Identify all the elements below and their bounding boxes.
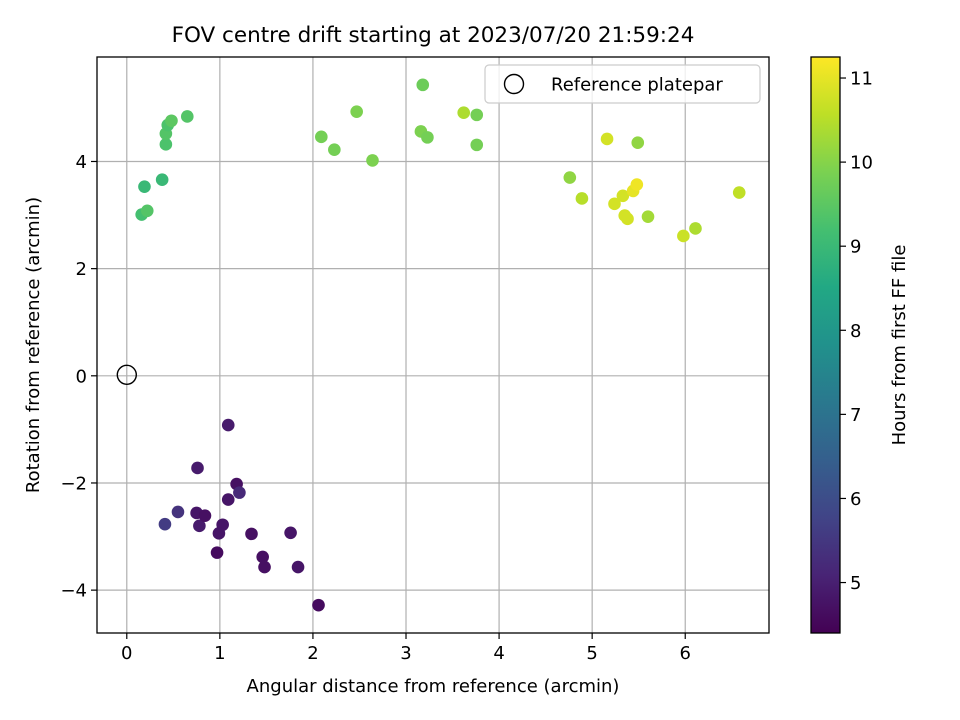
x-tick-label: 6 — [680, 643, 691, 664]
y-tick-label: −2 — [60, 473, 87, 494]
y-axis-label: Rotation from reference (arcmin) — [23, 197, 44, 493]
data-point — [212, 527, 226, 540]
grid — [97, 57, 769, 633]
x-axis-label: Angular distance from reference (arcmin) — [247, 676, 620, 697]
colorbar-tick-label: 8 — [850, 321, 861, 342]
data-point — [366, 154, 379, 167]
data-point — [470, 108, 484, 122]
data-point — [689, 222, 702, 235]
data-point — [233, 486, 246, 499]
data-point — [221, 418, 235, 432]
data-point — [608, 197, 621, 211]
data-point — [159, 138, 173, 151]
plot-frame — [96, 56, 770, 634]
y-tick-label: 4 — [76, 152, 87, 173]
y-tick-label: 0 — [76, 366, 87, 387]
data-point — [563, 171, 577, 184]
x-tick-label: 1 — [214, 643, 225, 664]
colorbar-tick-label: 5 — [850, 573, 861, 594]
data-point — [245, 527, 258, 541]
data-point — [328, 143, 341, 156]
data-point — [284, 526, 297, 540]
data-point — [641, 210, 655, 223]
reference-marker — [116, 364, 138, 385]
data-point — [677, 229, 690, 243]
data-point — [158, 517, 172, 531]
data-point — [256, 550, 269, 564]
data-point — [258, 560, 271, 574]
colorbar-tick-label: 11 — [850, 69, 873, 90]
data-point — [291, 560, 305, 574]
data-point — [575, 192, 589, 205]
x-tick-label: 4 — [493, 643, 504, 664]
data-point — [180, 110, 194, 123]
data-point — [470, 138, 484, 152]
colorbar-ticks: 5 6 7 8 9 10 11 — [840, 69, 873, 594]
colorbar-gradient — [811, 57, 840, 633]
x-tick-label: 3 — [400, 643, 411, 664]
x-tick-label: 5 — [586, 643, 597, 664]
data-point — [171, 505, 185, 519]
data-point — [616, 189, 630, 203]
data-point — [421, 131, 434, 144]
data-point — [191, 461, 204, 475]
legend-reference-label: Reference platepar — [551, 75, 723, 96]
data-point — [165, 114, 178, 128]
data-point — [630, 178, 644, 191]
data-point — [221, 493, 235, 506]
colorbar-label: Hours from first FF file — [889, 245, 910, 446]
colorbar-tick-label: 6 — [850, 489, 861, 510]
data-point — [138, 180, 151, 193]
colorbar-frame — [810, 56, 841, 634]
y-tick-label: −4 — [60, 581, 87, 602]
colorbar-tick-label: 9 — [850, 237, 861, 258]
data-point — [140, 204, 154, 218]
data-point — [193, 519, 206, 533]
data-point — [621, 212, 634, 226]
data-point — [315, 130, 328, 144]
legend-reference-marker — [503, 73, 525, 95]
data-point — [600, 132, 614, 146]
x-tick-label: 0 — [121, 643, 132, 664]
data-point — [631, 136, 645, 150]
legend-box — [484, 64, 761, 104]
data-point — [457, 106, 471, 120]
colorbar: 5 6 7 8 9 10 11 Hours from first FF file — [810, 56, 910, 634]
data-point — [416, 78, 430, 92]
colorbar-tick-label: 7 — [850, 405, 861, 426]
legend: Reference platepar — [484, 64, 761, 104]
colorbar-tick-label: 10 — [850, 153, 873, 174]
chart-title: FOV centre drift starting at 2023/07/20 … — [172, 23, 695, 48]
data-points — [135, 78, 746, 612]
data-point — [210, 546, 224, 559]
data-point — [198, 509, 212, 522]
axis-ticks: 0 1 2 3 4 5 6 −4 −2 0 2 4 — [60, 152, 691, 664]
data-point — [350, 105, 363, 118]
y-tick-label: 2 — [76, 259, 87, 280]
x-tick-label: 2 — [307, 643, 318, 664]
data-point — [732, 186, 746, 199]
data-point — [312, 598, 325, 612]
data-point — [155, 173, 169, 187]
